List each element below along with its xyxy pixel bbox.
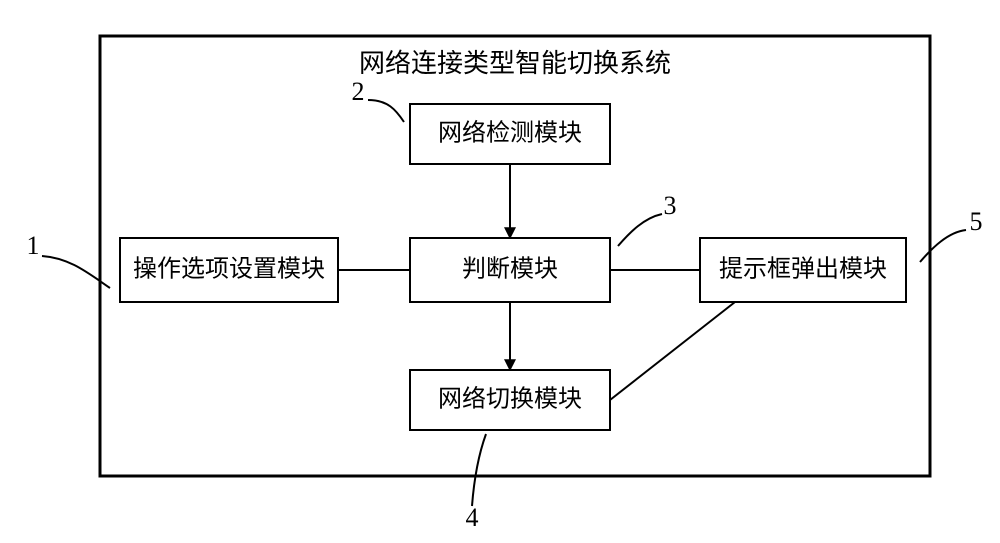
node-label-n4: 网络切换模块 — [438, 386, 582, 413]
node-label-n5: 提示框弹出模块 — [719, 256, 887, 283]
callout-number-3: 3 — [664, 191, 677, 220]
node-label-n1: 操作选项设置模块 — [133, 256, 325, 283]
callout-number-5: 5 — [970, 207, 983, 236]
callout-number-2: 2 — [352, 77, 365, 106]
callout-curve-2 — [368, 100, 404, 122]
callout-curve-4 — [472, 434, 486, 506]
callout-number-4: 4 — [466, 503, 479, 532]
node-label-n3: 判断模块 — [462, 256, 558, 283]
callout-curve-5 — [920, 230, 966, 262]
node-label-n2: 网络检测模块 — [438, 120, 582, 147]
callout-curve-3 — [618, 214, 662, 246]
callout-number-1: 1 — [27, 231, 40, 260]
diagram-title: 网络连接类型智能切换系统 — [359, 49, 671, 78]
edge-n5-n4 — [610, 302, 735, 400]
